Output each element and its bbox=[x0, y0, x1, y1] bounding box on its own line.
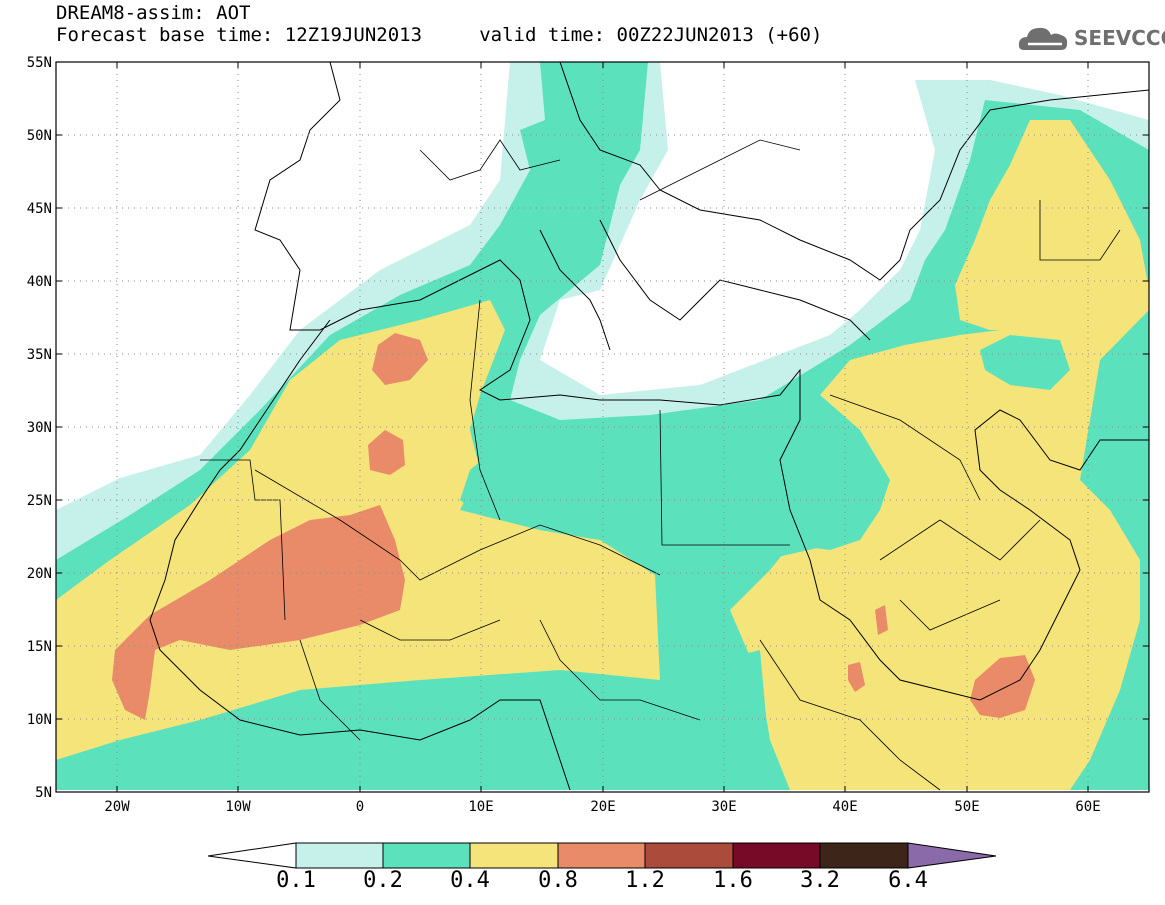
colorbar-label: 0.2 bbox=[363, 868, 403, 893]
forecast-time-subtitle: Forecast base time: 12Z19JUN2013 valid t… bbox=[56, 24, 823, 46]
lon-label: 10W bbox=[225, 799, 251, 815]
lon-label: 0 bbox=[355, 799, 365, 815]
aot-level-0.2-inner bbox=[56, 62, 1070, 790]
colorbar-segment-above bbox=[907, 842, 997, 869]
colorbar-segment-0.4 bbox=[469, 842, 559, 869]
lat-label: 5N bbox=[35, 785, 52, 801]
colorbar-segment-1.2 bbox=[644, 842, 734, 869]
colorbar-label: 1.6 bbox=[713, 868, 753, 893]
lat-label: 15N bbox=[26, 639, 52, 655]
seevccc-logo: SEEVCCC bbox=[1018, 22, 1165, 56]
colorbar-segment-below bbox=[207, 842, 297, 869]
colorbar bbox=[207, 842, 997, 869]
lat-label: 35N bbox=[26, 347, 52, 363]
lat-label: 10N bbox=[26, 712, 52, 728]
logo-text: SEEVCCC bbox=[1074, 26, 1165, 50]
borders bbox=[200, 139, 1121, 791]
lon-label: 30E bbox=[711, 799, 737, 815]
colorbar-segment-0.1 bbox=[295, 842, 384, 869]
colorbar-segment-0.8 bbox=[557, 842, 646, 869]
lat-label: 50N bbox=[26, 128, 52, 144]
aot-level-0.8 bbox=[112, 333, 1035, 720]
colorbar-segment-1.6 bbox=[732, 842, 821, 869]
lon-label: 20W bbox=[104, 799, 130, 815]
lat-label: 20N bbox=[26, 566, 52, 582]
colorbar-label: 0.4 bbox=[450, 868, 490, 893]
colorbar-segment-0.2 bbox=[382, 842, 471, 869]
lon-label: 60E bbox=[1075, 799, 1101, 815]
lon-label: 50E bbox=[954, 799, 980, 815]
lon-label: 10E bbox=[468, 799, 494, 815]
map-title: DREAM8-assim: AOT bbox=[56, 2, 251, 24]
graticule bbox=[56, 62, 1149, 792]
lon-label: 20E bbox=[590, 799, 616, 815]
cloud-icon bbox=[1018, 27, 1068, 50]
lat-label: 45N bbox=[26, 201, 52, 217]
colorbar-segment-3.2 bbox=[819, 842, 909, 869]
lat-label: 25N bbox=[26, 493, 52, 509]
colorbar-label: 1.2 bbox=[625, 868, 665, 893]
colorbar-label: 3.2 bbox=[800, 868, 840, 893]
lat-label: 55N bbox=[26, 55, 52, 71]
colorbar-label: 0.8 bbox=[538, 868, 578, 893]
coastlines bbox=[149, 62, 1149, 791]
colorbar-label: 6.4 bbox=[888, 868, 928, 893]
colorbar-label: 0.1 bbox=[276, 868, 316, 893]
lat-label: 30N bbox=[26, 420, 52, 436]
lat-label: 40N bbox=[26, 274, 52, 290]
axis-ticks bbox=[56, 61, 1149, 792]
lon-label: 40E bbox=[832, 799, 858, 815]
